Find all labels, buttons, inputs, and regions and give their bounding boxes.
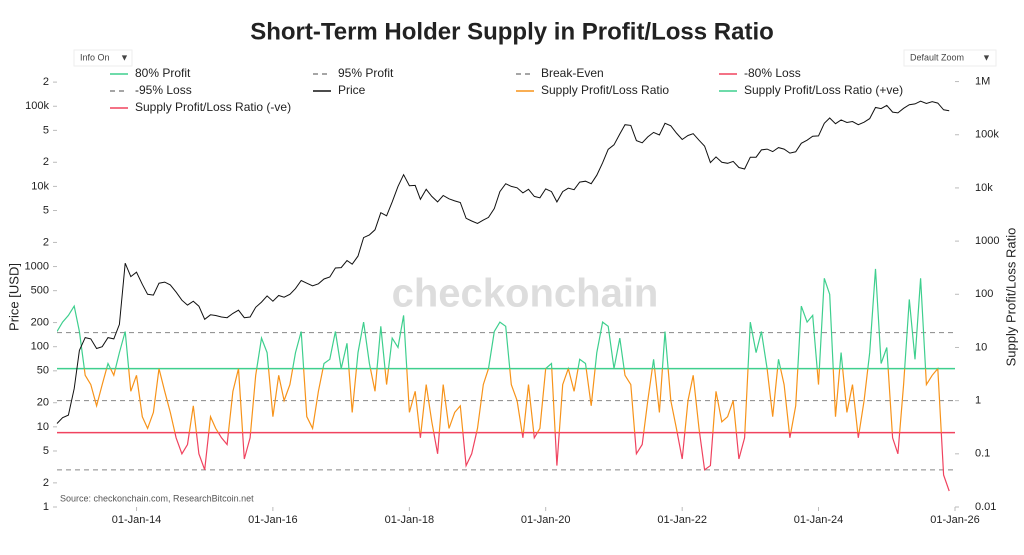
legend-label: Supply Profit/Loss Ratio (+ve) [744,83,903,97]
y-tick-label: 1 [43,501,49,513]
y-tick-label: 5 [43,204,49,216]
y-tick-label: 10 [37,421,49,433]
y-tick-label: 1000 [25,260,49,272]
x-tick-label: 01-Jan-22 [657,514,707,526]
x-tick-label: 01-Jan-16 [248,514,298,526]
y2-tick-label: 1M [975,75,990,87]
legend-label: -95% Loss [135,83,192,97]
source: Source: checkonchain.com, ResearchBitcoi… [60,493,254,503]
y2-tick-label: 10k [975,182,993,194]
y-tick-label: 50 [37,365,49,377]
y-tick-label: 20 [37,397,49,409]
info-button[interactable] [73,49,133,67]
y2-tick-label: 0.01 [975,501,996,513]
y2-tick-label: 100 [975,288,993,300]
legend-label: Price [338,83,366,97]
legend-label: 95% Profit [338,66,394,80]
legend-label: 80% Profit [135,66,191,80]
zoom-button[interactable] [903,49,997,67]
y2-tick-label: 10 [975,341,987,353]
y2-tick-label: 100k [975,129,999,141]
y-tick-label: 100k [25,100,49,112]
y-tick-label: 5 [43,124,49,136]
legend-label: Supply Profit/Loss Ratio (-ve) [135,100,291,114]
dropdown-arrow[interactable]: ▼ [982,52,991,62]
y2-axis-label: Supply Profit/Loss Ratio [1003,228,1018,367]
x-tick-label: 01-Jan-26 [930,514,980,526]
ratio-line [174,432,950,492]
chart-title: Short-Term Holder Supply in Profit/Loss … [250,18,774,45]
y-tick-label: 2 [43,156,49,168]
y-tick-label: 500 [31,285,49,297]
y-tick-label: 5 [43,445,49,457]
x-tick-label: 01-Jan-24 [794,514,844,526]
legend-label: Break-Even [541,66,604,80]
y-tick-label: 200 [31,316,49,328]
x-tick-label: 01-Jan-14 [112,514,162,526]
legend-label: Supply Profit/Loss Ratio [541,83,669,97]
info-button-label[interactable]: Info On [80,52,110,62]
y-axis-label: Price [USD] [6,263,21,331]
y-tick-label: 2 [43,76,49,88]
legend-label: -80% Loss [744,66,801,80]
y-tick-label: 100 [31,341,49,353]
ratio-line [57,268,939,369]
y-tick-label: 2 [43,236,49,248]
y2-tick-label: 0.1 [975,448,990,460]
y-tick-label: 2 [43,477,49,489]
y2-tick-label: 1 [975,395,981,407]
y-tick-label: 10k [31,180,49,192]
y2-tick-label: 1000 [975,235,999,247]
x-tick-label: 01-Jan-18 [385,514,435,526]
x-tick-label: 01-Jan-20 [521,514,571,526]
price-line [56,100,950,424]
watermark: checkonchain [392,272,659,316]
dropdown-arrow[interactable]: ▼ [120,52,129,62]
zoom-button-label[interactable]: Default Zoom [910,52,964,62]
